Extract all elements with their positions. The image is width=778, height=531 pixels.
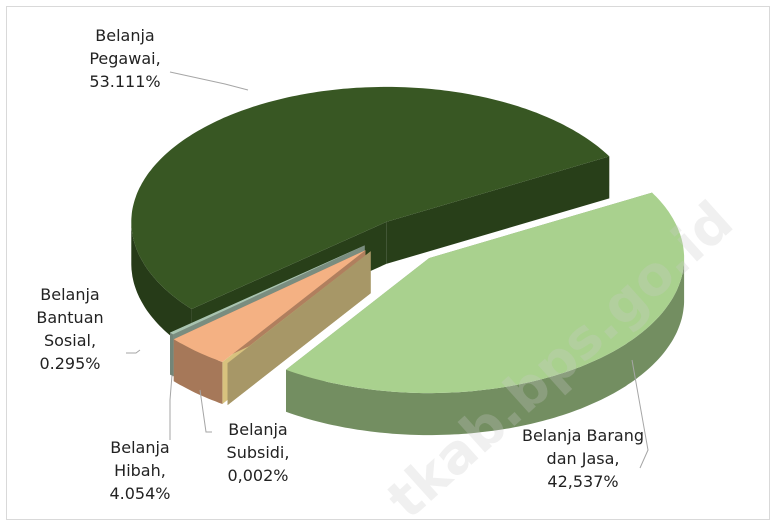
leader-line bbox=[199, 389, 212, 433]
leader-line bbox=[169, 71, 249, 91]
slice bbox=[286, 192, 685, 436]
leader-line bbox=[631, 359, 649, 469]
label-name: Belanja Pegawai, bbox=[89, 26, 161, 68]
slice-top bbox=[173, 250, 366, 362]
label-name: Belanja Bantuan Sosial, bbox=[36, 285, 104, 350]
chart-frame bbox=[6, 6, 770, 520]
slice-top bbox=[227, 251, 371, 364]
slice-side bbox=[286, 257, 685, 436]
slice-wall bbox=[227, 251, 371, 405]
data-label: Belanja Pegawai, 53.111% bbox=[80, 24, 170, 93]
label-value: 53.111% bbox=[89, 72, 161, 91]
slice-side bbox=[131, 220, 192, 351]
label-name: Belanja Barang dan Jasa, bbox=[521, 426, 644, 468]
leader-line bbox=[126, 349, 141, 354]
slice-top bbox=[286, 192, 685, 394]
data-label: Belanja Bantuan Sosial, 0.295% bbox=[25, 283, 115, 375]
slice-top bbox=[170, 245, 365, 335]
data-label: Belanja Hibah, 4.054% bbox=[95, 436, 185, 505]
slice-top bbox=[131, 86, 610, 310]
data-label: Belanja Barang dan Jasa, 42,537% bbox=[513, 424, 653, 493]
slice-wall bbox=[386, 156, 610, 264]
leader-line bbox=[169, 374, 173, 440]
label-value: 4.054% bbox=[109, 484, 171, 503]
label-value: 42,537% bbox=[547, 472, 619, 491]
label-value: 0,002% bbox=[227, 466, 289, 485]
data-label: Belanja Subsidi, 0,002% bbox=[213, 418, 303, 487]
slice-side bbox=[170, 332, 173, 377]
label-value: 0.295% bbox=[39, 354, 101, 373]
slice bbox=[227, 251, 371, 406]
label-name: Belanja Hibah, bbox=[110, 438, 170, 480]
slice-side bbox=[173, 339, 223, 404]
label-name: Belanja Subsidi, bbox=[226, 420, 290, 462]
